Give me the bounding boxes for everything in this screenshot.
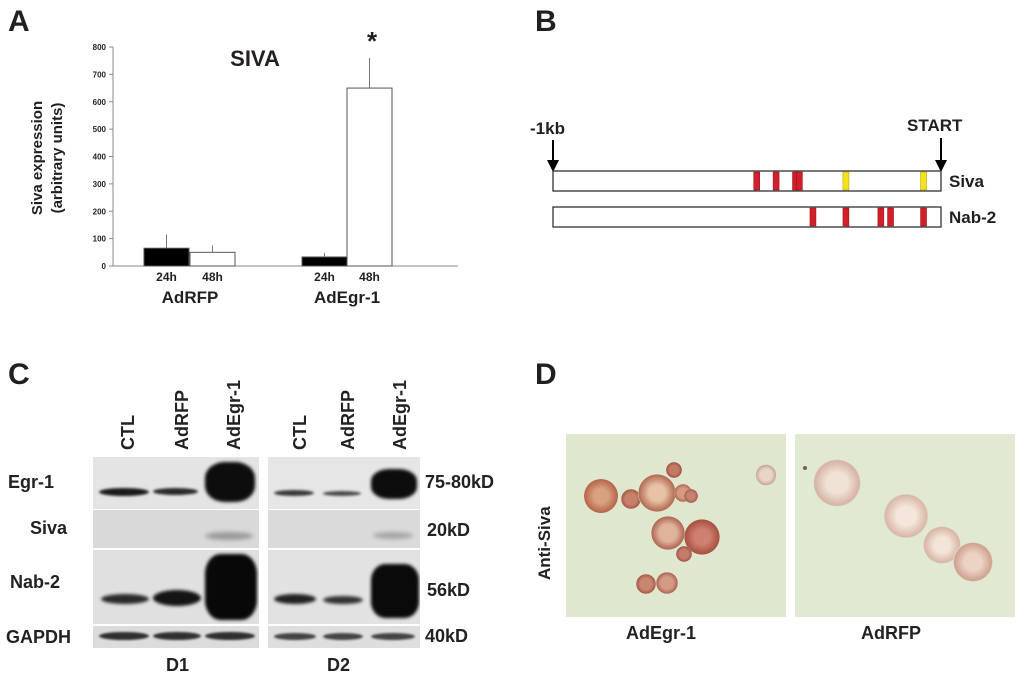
row-label-nab2: Nab-2 — [10, 572, 61, 592]
bar — [346, 87, 393, 267]
blot-d1-nab2 — [93, 550, 259, 624]
donor-label-d2: D2 — [327, 655, 351, 675]
panel-letter-d: D — [535, 358, 557, 391]
y-tick-label: 800 — [93, 43, 107, 52]
chart-title: SIVA — [230, 46, 280, 71]
row-label-siva: Siva — [30, 518, 68, 538]
blot-d1-egr1 — [93, 457, 259, 509]
gene-label: Siva — [949, 172, 985, 191]
egr1-binding-site-red — [887, 207, 894, 227]
micrograph-adrfp — [795, 434, 1015, 617]
size-label-egr1: 75-80kD — [425, 472, 495, 492]
timepoint-label: 48h — [202, 270, 223, 284]
y-axis-label-line2: (arbitrary units) — [49, 103, 66, 214]
right-arrow-head — [935, 160, 947, 172]
y-tick-label: 700 — [93, 70, 107, 79]
micrograph-label-adrfp: AdRFP — [861, 623, 921, 643]
blot-d2-egr1 — [268, 457, 420, 509]
significance-star: * — [367, 26, 378, 56]
blot-d2-gapdh — [268, 626, 420, 648]
y-tick-label: 300 — [93, 180, 107, 189]
y-tick-label: 600 — [93, 98, 107, 107]
blot-d2-nab2 — [268, 550, 420, 624]
group-label: AdEgr-1 — [314, 288, 380, 307]
lane-label: AdEgr-1 — [224, 379, 244, 450]
micrograph-adegr1 — [566, 434, 786, 617]
y-tick-label: 200 — [93, 207, 107, 216]
lane-label: CTL — [290, 415, 310, 450]
bar — [189, 251, 236, 267]
western-blot-panel: CTL AdRFP AdEgr-1 CTL AdRFP AdEgr-1 Egr-1 Siv… — [0, 360, 530, 680]
size-label-siva: 20kD — [427, 520, 471, 540]
binding-site-yellow — [920, 171, 927, 191]
blot-d1-gapdh — [93, 626, 259, 648]
donor-label-d1: D1 — [166, 655, 190, 675]
egr1-binding-site-red — [920, 207, 927, 227]
y-tick-label: 100 — [93, 235, 107, 244]
lane-label: AdRFP — [172, 390, 192, 450]
promoter-box — [552, 170, 942, 192]
size-label-nab2: 56kD — [427, 580, 471, 600]
lane-label: CTL — [118, 415, 138, 450]
panel-letter-a: A — [8, 5, 30, 38]
anti-siva-label: Anti-Siva — [535, 506, 554, 580]
binding-site-yellow — [842, 171, 850, 191]
lane-label: AdRFP — [338, 390, 358, 450]
bar — [143, 247, 190, 267]
promoter-diagram: -1kb START Siva Nab-2 — [530, 116, 996, 228]
row-label-gapdh: GAPDH — [6, 627, 72, 647]
panel-letter-c: C — [8, 358, 30, 391]
minus-1kb-label: -1kb — [530, 119, 565, 138]
gene-label: Nab-2 — [949, 208, 996, 227]
blot-d1-siva — [93, 510, 259, 548]
y-tick-label: 500 — [93, 125, 107, 134]
row-label-egr1: Egr-1 — [8, 472, 55, 492]
lane-label: AdEgr-1 — [390, 379, 410, 450]
timepoint-label: 24h — [314, 270, 335, 284]
panel-letter-b: B — [535, 5, 557, 38]
egr1-binding-site-red — [796, 171, 803, 191]
timepoint-label: 48h — [359, 270, 380, 284]
timepoint-label: 24h — [156, 270, 177, 284]
siva-expression-bar-chart: SIVA Siva expression (arbitrary units) 0… — [29, 26, 458, 307]
blot-d2-siva — [268, 510, 420, 548]
y-tick-label: 0 — [102, 262, 107, 271]
egr1-binding-site-red — [753, 171, 760, 191]
egr1-binding-site-red — [772, 171, 780, 191]
bar — [301, 256, 348, 267]
start-label: START — [907, 116, 963, 135]
egr1-binding-site-red — [877, 207, 885, 227]
left-arrow-head — [547, 160, 559, 172]
group-label: AdRFP — [162, 288, 219, 307]
micrograph-label-adegr1: AdEgr-1 — [626, 623, 697, 643]
egr1-binding-site-red — [809, 207, 817, 227]
size-label-gapdh: 40kD — [425, 626, 469, 646]
egr1-binding-site-red — [842, 207, 850, 227]
y-axis-label-line1: Siva expression — [29, 101, 46, 215]
y-tick-label: 400 — [93, 153, 107, 162]
